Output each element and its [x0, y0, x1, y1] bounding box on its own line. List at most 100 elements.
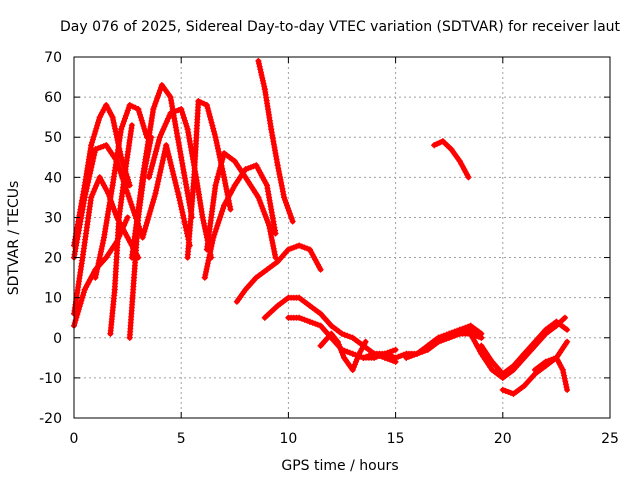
data-point [124, 214, 131, 221]
series-arc-23 [478, 318, 571, 377]
data-point [268, 126, 275, 133]
data-point [564, 386, 571, 393]
x-tick-label: 0 [70, 431, 79, 447]
series-arc-5 [92, 102, 150, 281]
data-point [328, 322, 335, 329]
data-point [124, 190, 131, 197]
data-point [231, 158, 238, 165]
data-point [360, 354, 367, 361]
data-point [289, 218, 296, 225]
data-point [242, 174, 249, 181]
data-point [122, 166, 129, 173]
data-point [403, 354, 410, 361]
series-line [234, 243, 324, 305]
data-point [274, 258, 281, 265]
data-point [272, 230, 279, 237]
data-point [362, 338, 369, 345]
data-point [203, 102, 210, 109]
x-tick-label: 25 [601, 431, 619, 447]
data-point [424, 342, 431, 349]
data-point [261, 314, 268, 321]
data-point [176, 194, 183, 201]
data-point [341, 354, 348, 361]
data-point [242, 286, 249, 293]
data-point [109, 114, 116, 121]
data-point [184, 254, 191, 261]
data-point [478, 342, 485, 349]
y-axis-label: SDTVAR / TECUs [6, 181, 22, 296]
data-point [317, 322, 324, 329]
x-tick-label: 10 [279, 431, 297, 447]
data-point [478, 350, 485, 357]
data-point [152, 190, 159, 197]
data-point [339, 330, 345, 337]
data-point [561, 314, 568, 321]
data-point [274, 302, 281, 309]
data-point [253, 274, 260, 281]
y-tick-label: 30 [44, 210, 62, 226]
data-point [233, 298, 240, 305]
data-point [92, 146, 99, 153]
data-point [201, 274, 208, 281]
data-point [371, 350, 378, 357]
data-point [542, 358, 549, 365]
data-point [489, 358, 496, 365]
data-point [266, 222, 273, 229]
data-point [510, 362, 517, 369]
data-point [559, 366, 566, 373]
series-arc-14 [255, 58, 296, 225]
series-markers [431, 138, 471, 178]
data-point [285, 294, 292, 301]
data-point [285, 246, 292, 253]
data-point [81, 286, 88, 293]
data-point [139, 174, 146, 181]
data-point [203, 246, 210, 253]
data-point [178, 106, 185, 113]
data-point [128, 254, 135, 261]
series-arc-10 [184, 98, 234, 261]
y-tick-label: -10 [39, 371, 62, 387]
data-point [150, 106, 157, 113]
data-point [158, 82, 165, 89]
data-point [255, 58, 262, 65]
chart-title: Day 076 of 2025, Sidereal Day-to-day VTE… [60, 19, 621, 35]
data-point [261, 86, 268, 93]
data-point [163, 142, 170, 149]
data-point [96, 174, 103, 181]
data-point [349, 334, 356, 341]
data-point [296, 314, 303, 321]
data-point [306, 246, 313, 253]
data-point [521, 382, 528, 389]
x-tick-label: 15 [387, 431, 405, 447]
data-point [392, 346, 399, 353]
y-tick-label: 60 [44, 90, 62, 106]
data-point [242, 166, 249, 173]
data-point [317, 310, 324, 317]
data-point [392, 354, 399, 361]
series-markers [233, 242, 323, 305]
data-point [381, 350, 388, 357]
data-point [231, 182, 238, 189]
data-point [456, 158, 463, 165]
series-arc-12 [203, 150, 279, 261]
data-point [126, 334, 133, 341]
data-point [107, 330, 114, 337]
data-point [356, 350, 363, 357]
data-point [167, 110, 174, 117]
data-point [564, 338, 571, 345]
y-tick-label: 10 [44, 291, 62, 307]
data-point [253, 162, 260, 169]
series-arc-25 [531, 354, 571, 393]
data-point [109, 182, 116, 189]
series-arc-13 [233, 242, 324, 305]
data-point [221, 202, 228, 209]
data-point [431, 142, 438, 149]
data-point [118, 126, 125, 133]
data-point [126, 102, 133, 109]
data-point [553, 354, 560, 361]
data-point [124, 234, 131, 241]
y-tick-label: 0 [53, 331, 62, 347]
data-point [221, 150, 228, 157]
data-point [439, 138, 446, 145]
